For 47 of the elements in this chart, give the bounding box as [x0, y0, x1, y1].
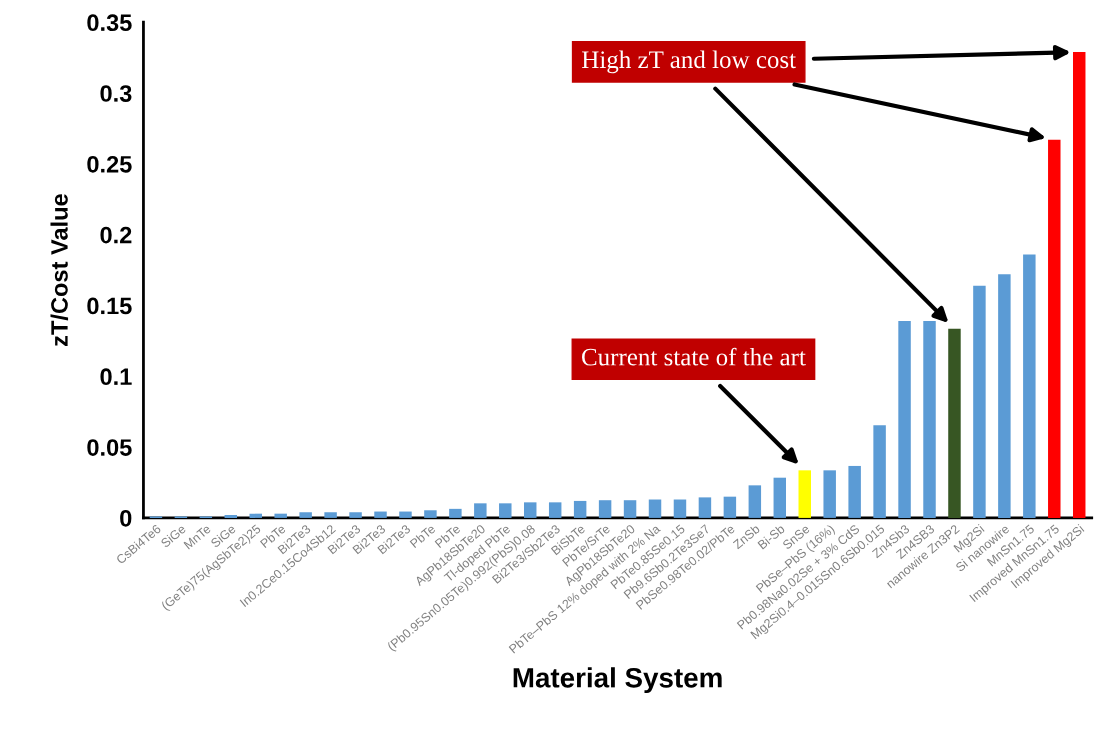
annotation: Current state of the art [582, 347, 806, 366]
bar [1023, 254, 1036, 518]
x-axis-title: Material System [513, 667, 722, 694]
bar [873, 425, 886, 518]
bar [623, 500, 637, 518]
y-tick-label: 0.15 [87, 297, 132, 315]
bar [499, 503, 512, 518]
y-tick-label: 0 [120, 509, 132, 527]
bar [898, 321, 911, 518]
bar [848, 465, 861, 518]
bar [598, 500, 612, 518]
y-tick-label: 0.35 [87, 14, 132, 32]
bar [524, 502, 537, 518]
bar [374, 511, 387, 518]
bar [224, 515, 238, 518]
bar [399, 511, 412, 518]
y-tick-label: 0.1 [100, 368, 132, 386]
bar [948, 328, 961, 518]
bar [1073, 52, 1086, 518]
bar [698, 497, 712, 518]
bar [424, 510, 437, 518]
bar [274, 513, 287, 518]
bar [548, 502, 562, 518]
bar [249, 513, 262, 518]
annotation: High zT and low cost [582, 50, 796, 74]
y-tick-label: 0.25 [87, 155, 132, 173]
bar [773, 477, 787, 518]
bar [748, 485, 762, 518]
bar [324, 512, 337, 518]
y-axis-title: zT/Cost Value [50, 194, 69, 346]
bar [299, 512, 312, 518]
bar [349, 512, 362, 518]
bar [923, 321, 936, 518]
bar [823, 470, 836, 518]
bar [449, 508, 462, 518]
bar [798, 470, 811, 518]
y-tick-label: 0.3 [100, 85, 132, 102]
bar [998, 274, 1011, 518]
bar [474, 503, 487, 518]
bar [1048, 139, 1061, 518]
bar [723, 496, 737, 518]
y-tick-label: 0.05 [87, 439, 132, 456]
bar [573, 500, 587, 518]
bar [973, 285, 986, 518]
y-tick-label: 0.2 [100, 226, 132, 244]
bar [673, 499, 687, 518]
bar [648, 499, 662, 518]
